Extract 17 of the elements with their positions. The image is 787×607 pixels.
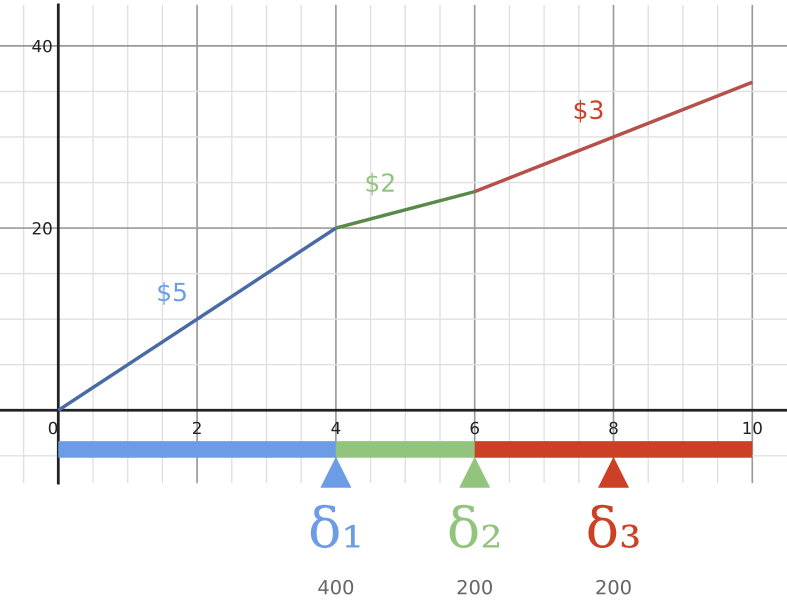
x-tick-label: 10: [744, 422, 762, 434]
text: 200: [458, 580, 492, 595]
text: 400: [318, 580, 354, 595]
x-tick-label: 4: [331, 422, 340, 434]
y-tick-label: 40: [32, 40, 52, 52]
annotation: $3: [574, 100, 602, 123]
x-tick-label: 8: [609, 422, 618, 434]
text: 200: [596, 580, 631, 595]
x-tick-label: 0: [48, 422, 58, 434]
x-tick-label: 6: [470, 422, 479, 434]
x-tick-label: 2: [193, 422, 201, 434]
y-tick-label: 20: [32, 222, 52, 235]
annotation: $2: [366, 172, 394, 196]
text: δ₂: [450, 504, 500, 548]
text: δ₁: [310, 504, 360, 548]
annotation: $5: [158, 282, 186, 305]
text: δ₃: [588, 504, 639, 548]
